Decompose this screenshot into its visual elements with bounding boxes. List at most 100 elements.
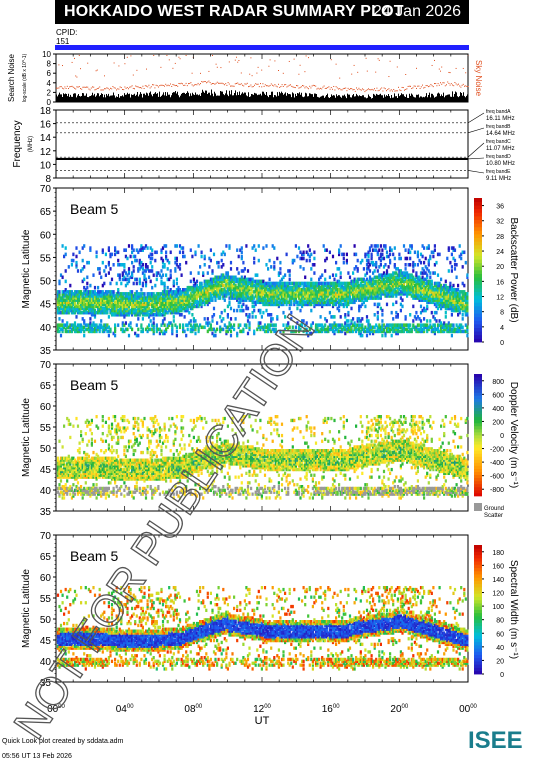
scatter-cell	[339, 271, 342, 275]
scatter-cell	[112, 263, 115, 267]
scatter-cell	[195, 298, 199, 302]
scatter-cell	[163, 317, 166, 321]
scatter-cell	[347, 294, 350, 298]
scatter-cell	[90, 308, 93, 313]
scatter-cell	[341, 288, 344, 292]
scatter-cell	[206, 279, 209, 284]
scatter-cell	[265, 298, 268, 302]
scatter-cell	[155, 294, 158, 298]
scatter-cell	[101, 327, 104, 332]
scatter-cell	[192, 298, 195, 302]
scatter-cell	[367, 254, 370, 259]
scatter-cell	[169, 269, 172, 273]
scatter-cell	[205, 290, 208, 294]
scatter-cell	[324, 269, 327, 273]
sky-noise-point	[74, 87, 75, 89]
scatter-cell	[64, 310, 67, 315]
scatter-cell	[401, 290, 404, 294]
scatter-cell	[97, 298, 100, 302]
sky-noise-point	[399, 89, 401, 91]
scatter-cell	[262, 296, 265, 300]
scatter-cell	[265, 294, 268, 298]
scatter-cell	[120, 327, 123, 332]
scatter-cell	[124, 306, 127, 311]
freq-y-tick-label: 12	[40, 147, 52, 158]
scatter-cell	[106, 302, 109, 307]
scatter-cell	[336, 323, 339, 327]
scatter-cell	[205, 285, 208, 290]
scatter-cell	[427, 292, 430, 296]
scatter-cell	[367, 252, 370, 257]
scatter-cell	[274, 283, 277, 288]
scatter-cell	[165, 327, 168, 332]
scatter-cell	[160, 302, 163, 307]
scatter-cell	[203, 317, 206, 321]
scatter-cell	[327, 292, 330, 296]
scatter-cell	[120, 298, 123, 302]
sky-noise-point	[215, 82, 217, 84]
scatter-cell	[389, 275, 392, 280]
scatter-cell	[87, 294, 90, 298]
scatter-cell	[455, 292, 458, 296]
scatter-cell	[406, 323, 409, 327]
scatter-cell	[140, 265, 143, 269]
scatter-cell	[228, 288, 231, 292]
scatter-cell	[109, 327, 112, 332]
scatter-cell	[352, 288, 355, 292]
scatter-cell	[364, 281, 367, 286]
scatter-cell	[160, 296, 163, 300]
scatter-cell	[166, 277, 169, 282]
scatter-cell	[240, 304, 243, 309]
scatter-cell	[310, 300, 313, 305]
scatter-cell	[423, 294, 426, 298]
scatter-cell	[262, 279, 265, 284]
scatter-cell	[457, 294, 460, 298]
scatter-cell	[107, 260, 110, 265]
scatter-cell	[358, 319, 361, 323]
scatter-cell	[141, 283, 144, 288]
scatter-cell	[406, 288, 409, 292]
scatter-cell	[163, 244, 166, 248]
scatter-cell	[256, 283, 259, 288]
scatter-cell	[248, 279, 251, 284]
sky-noise-point	[404, 89, 405, 91]
scatter-cell	[137, 292, 140, 296]
scatter-cell	[233, 296, 236, 300]
scatter-cell	[107, 294, 110, 298]
scatter-cell	[401, 283, 404, 288]
scatter-cell	[115, 296, 118, 300]
scatter-cell	[245, 279, 248, 284]
scatter-cell	[348, 292, 352, 296]
scatter-cell	[271, 300, 274, 305]
scatter-cell	[89, 300, 92, 305]
scatter-cell	[100, 308, 103, 313]
scatter-cell	[381, 325, 384, 330]
sky-noise-point	[346, 90, 348, 92]
scatter-cell	[138, 306, 141, 311]
sky-noise-point	[168, 59, 170, 61]
scatter-cell	[259, 281, 262, 286]
scatter-cell	[436, 281, 440, 286]
scatter-cell	[426, 283, 429, 288]
sky-noise-point	[100, 89, 102, 91]
scatter-cell	[398, 256, 401, 261]
scatter-cell	[418, 296, 421, 300]
scatter-cell	[455, 300, 458, 305]
sky-noise-point	[114, 87, 116, 89]
scatter-cell	[449, 292, 452, 296]
scatter-cell	[341, 298, 344, 302]
scatter-cell	[256, 292, 259, 296]
scatter-cell	[100, 300, 103, 305]
sky-noise-point	[220, 67, 222, 69]
scatter-cell	[362, 283, 365, 288]
scatter-cell	[319, 281, 322, 286]
scatter-cell	[423, 329, 426, 334]
scatter-cell	[368, 263, 372, 267]
scatter-cell	[410, 327, 413, 332]
scatter-cell	[132, 310, 135, 315]
sky-noise-point	[215, 63, 217, 65]
scatter-cell	[72, 306, 75, 311]
scatter-cell	[154, 294, 157, 298]
scatter-cell	[392, 323, 395, 327]
scatter-cell	[387, 273, 390, 277]
